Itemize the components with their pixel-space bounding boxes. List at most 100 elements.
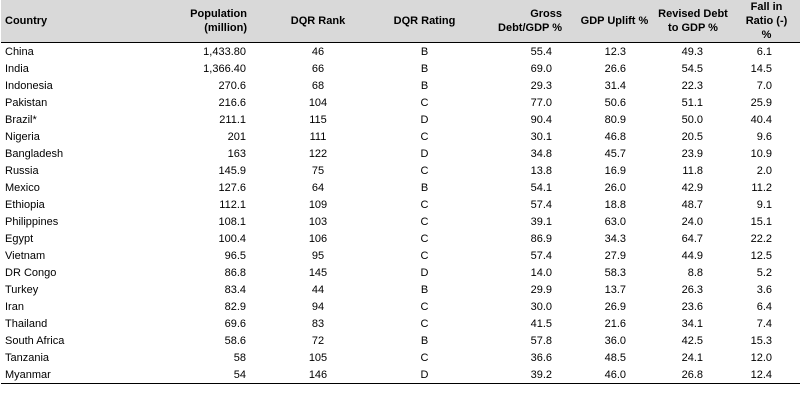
cell-gdp-uplift: 63.0: [604, 215, 626, 228]
cell-revised-debt: 22.3: [681, 79, 703, 92]
cell-population: 83.4: [224, 283, 246, 296]
column-header-dqr-rating: DQR Rating: [373, 0, 476, 43]
cell-dqr-rank: 106: [308, 232, 328, 245]
cell-gdp-uplift: 34.3: [604, 232, 626, 245]
cell-country: Indonesia: [5, 79, 53, 92]
cell-revised-debt: 49.3: [681, 45, 703, 58]
column-header-country: Country: [1, 0, 119, 43]
cell-gross-debt: 54.1: [530, 181, 552, 194]
cell-revised-debt: 42.9: [681, 181, 703, 194]
cell-gdp-uplift: 18.8: [604, 198, 626, 211]
cell-gross-debt: 77.0: [530, 96, 552, 109]
cell-revised-debt: 26.8: [653, 366, 733, 384]
cell-gross-debt: 57.8: [530, 334, 552, 347]
cell-population: 1,433.80: [203, 45, 246, 58]
cell-dqr-rank: 83: [311, 317, 325, 330]
cell-dqr-rank: 115: [309, 113, 327, 126]
cell-gdp-uplift: 16.9: [604, 164, 626, 177]
column-header-gdp-uplift: GDP Uplift %: [576, 0, 653, 43]
cell-dqr-rank: 68: [311, 79, 325, 92]
header-row: Country Population (million) DQR Rank DQR…: [1, 0, 800, 43]
table-row: Nigeria 201 111 C 30.1 46.8 20.5 9.6: [1, 128, 800, 145]
column-header-gross-debt: Gross Debt/GDP %: [476, 0, 576, 43]
cell-dqr-rating: D: [373, 366, 476, 384]
cell-gross-debt: 30.1: [530, 130, 552, 143]
cell-fall-in-ratio: 12.5: [750, 249, 772, 262]
cell-dqr-rating: C: [420, 215, 429, 228]
cell-gross-debt: 36.6: [530, 351, 552, 364]
table-body: China 1,433.80 46 B 55.4 12.3 49.3 6.1 India 1,36…: [1, 43, 800, 384]
cell-gdp-uplift: 26.9: [604, 300, 626, 313]
cell-population: 58.6: [224, 334, 246, 347]
cell-gdp-uplift: 12.3: [604, 45, 626, 58]
cell-dqr-rank: 46: [311, 45, 325, 58]
table-row: China 1,433.80 46 B 55.4 12.3 49.3 6.1: [1, 43, 800, 61]
table-row: Philippines 108.1 103 C 39.1 63.0 24.0 15.1: [1, 213, 800, 230]
cell-dqr-rating: C: [420, 164, 429, 177]
cell-population: 112.1: [219, 198, 246, 211]
cell-dqr-rating: D: [420, 266, 429, 279]
cell-gross-debt: 30.0: [530, 300, 552, 313]
cell-population: 1,366.40: [203, 62, 246, 75]
column-header-dqr-rank: DQR Rank: [263, 0, 373, 43]
table-row: Indonesia 270.6 68 B 29.3 31.4 22.3 7.0: [1, 77, 800, 94]
cell-dqr-rating: C: [420, 130, 429, 143]
cell-dqr-rating: B: [420, 45, 429, 58]
cell-population: 54: [119, 366, 263, 384]
cell-gdp-uplift: 26.0: [604, 181, 626, 194]
cell-dqr-rank: 105: [308, 351, 328, 364]
table-row: Ethiopia 112.1 109 C 57.4 18.8 48.7 9.1: [1, 196, 800, 213]
cell-dqr-rating: B: [420, 334, 429, 347]
cell-fall-in-ratio: 7.0: [756, 79, 772, 92]
cell-country: Iran: [5, 300, 24, 313]
cell-population: 270.6: [218, 79, 246, 92]
table-row: Thailand 69.6 83 C 41.5 21.6 34.1 7.4: [1, 315, 800, 332]
cell-country: Philippines: [5, 215, 59, 228]
cell-revised-debt: 24.1: [681, 351, 703, 364]
cell-dqr-rating: C: [420, 232, 429, 245]
cell-fall-in-ratio: 12.4: [733, 366, 800, 384]
cell-country: South Africa: [5, 334, 65, 347]
cell-population: 127.6: [218, 181, 246, 194]
cell-dqr-rating: B: [420, 79, 429, 92]
cell-fall-in-ratio: 9.6: [756, 130, 772, 143]
cell-dqr-rank: 146: [263, 366, 373, 384]
cell-country: Ethiopia: [5, 198, 45, 211]
cell-country: China: [5, 45, 34, 58]
cell-fall-in-ratio: 25.9: [750, 96, 772, 109]
cell-dqr-rank: 104: [308, 96, 328, 109]
cell-gross-debt: 90.4: [530, 113, 552, 126]
cell-dqr-rank: 44: [311, 283, 325, 296]
cell-dqr-rank: 75: [311, 164, 325, 177]
cell-population: 145.9: [218, 164, 246, 177]
cell-gross-debt: 34.8: [530, 147, 552, 160]
cell-dqr-rank: 109: [308, 198, 328, 211]
cell-gdp-uplift: 13.7: [604, 283, 626, 296]
cell-population: 108.1: [218, 215, 246, 228]
cell-country: Tanzania: [5, 351, 50, 364]
cell-dqr-rank: 122: [308, 147, 328, 160]
cell-gross-debt: 57.4: [530, 198, 552, 211]
cell-gross-debt: 57.4: [530, 249, 552, 262]
cell-gdp-uplift: 46.0: [576, 366, 653, 384]
cell-fall-in-ratio: 22.2: [750, 232, 772, 245]
column-header-population: Population (million): [119, 0, 263, 43]
cell-gross-debt: 55.4: [530, 45, 552, 58]
cell-gross-debt: 29.3: [530, 79, 552, 92]
cell-country: Myanmar: [1, 366, 119, 384]
table-row: India 1,366.40 66 B 69.0 26.6 54.5 14.5: [1, 60, 800, 77]
cell-gdp-uplift: 58.3: [604, 266, 626, 279]
cell-fall-in-ratio: 15.3: [750, 334, 772, 347]
cell-country: India: [5, 62, 29, 75]
cell-gdp-uplift: 31.4: [604, 79, 626, 92]
table-row: Turkey 83.4 44 B 29.9 13.7 26.3 3.6: [1, 281, 800, 298]
debt-quality-table: Country Population (million) DQR Rank DQR…: [1, 0, 800, 384]
cell-gross-debt: 29.9: [530, 283, 552, 296]
table-row: Pakistan 216.6 104 C 77.0 50.6 51.1 25.9: [1, 94, 800, 111]
cell-population: 100.4: [218, 232, 246, 245]
cell-country: Pakistan: [5, 96, 48, 109]
cell-dqr-rank: 64: [311, 181, 325, 194]
table-row: Tanzania 58 105 C 36.6 48.5 24.1 12.0: [1, 349, 800, 366]
table-row: Russia 145.9 75 C 13.8 16.9 11.8 2.0: [1, 162, 800, 179]
cell-fall-in-ratio: 15.1: [750, 215, 772, 228]
